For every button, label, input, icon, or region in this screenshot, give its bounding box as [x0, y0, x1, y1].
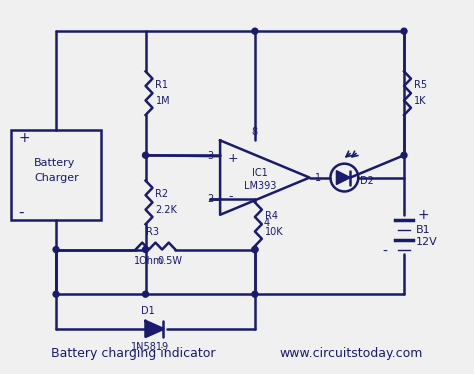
Text: D1: D1	[141, 306, 155, 316]
Text: 1K: 1K	[414, 96, 427, 106]
Text: R3: R3	[146, 227, 158, 237]
Text: IC1: IC1	[252, 168, 268, 178]
Text: 10K: 10K	[265, 227, 283, 237]
Circle shape	[401, 28, 407, 34]
Text: 1: 1	[315, 172, 321, 183]
Text: -: -	[228, 190, 233, 203]
Text: R2: R2	[155, 190, 169, 199]
Text: +: +	[228, 152, 239, 165]
Text: 3: 3	[207, 151, 213, 161]
Circle shape	[53, 291, 59, 297]
Text: 0.5W: 0.5W	[157, 257, 182, 266]
Circle shape	[143, 246, 148, 252]
Text: 2: 2	[207, 194, 213, 204]
Text: Battery charging indicator: Battery charging indicator	[51, 347, 216, 360]
Bar	[11, 131, 101, 220]
Circle shape	[401, 152, 407, 158]
Circle shape	[53, 246, 59, 252]
Text: -: -	[18, 204, 24, 219]
Polygon shape	[337, 171, 350, 184]
Circle shape	[252, 291, 258, 297]
Text: www.circuitstoday.com: www.circuitstoday.com	[280, 347, 423, 360]
Text: 4: 4	[264, 218, 270, 228]
Text: Charger: Charger	[34, 173, 79, 183]
Text: R5: R5	[414, 80, 427, 90]
Text: 8: 8	[252, 128, 258, 137]
Circle shape	[143, 291, 148, 297]
Text: LM393: LM393	[244, 181, 276, 190]
Polygon shape	[146, 321, 164, 337]
Text: +: +	[18, 131, 30, 145]
Text: 1Ohm: 1Ohm	[134, 257, 163, 266]
Text: -: -	[382, 245, 387, 258]
Text: 12V: 12V	[416, 237, 438, 246]
Circle shape	[252, 246, 258, 252]
Text: D2: D2	[360, 175, 374, 186]
Circle shape	[143, 152, 148, 158]
Circle shape	[252, 28, 258, 34]
Text: 1M: 1M	[155, 96, 170, 106]
Text: B1: B1	[416, 225, 430, 234]
Text: R1: R1	[155, 80, 168, 90]
Text: +: +	[418, 208, 429, 222]
Text: 2.2K: 2.2K	[155, 205, 177, 215]
Circle shape	[252, 246, 258, 252]
Text: R4: R4	[265, 211, 278, 221]
Text: 1N5819: 1N5819	[131, 342, 170, 352]
Text: Battery: Battery	[34, 158, 75, 168]
